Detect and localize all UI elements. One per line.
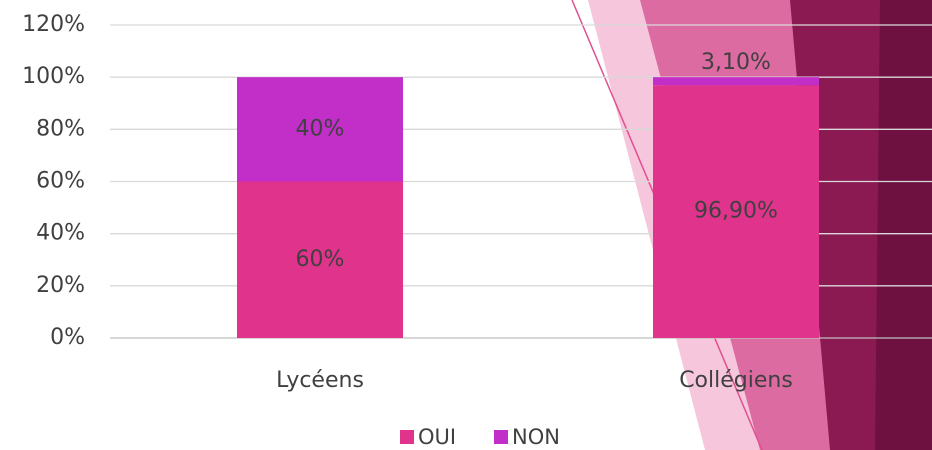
value-label: 96,90% (694, 199, 778, 224)
y-tick-label: 60% (36, 169, 85, 194)
value-label: 40% (296, 116, 345, 141)
chart: 0% 20% 40% 60% 80% 100% 120% Lycéens 60% 40% Collé… (0, 0, 932, 450)
legend-label: NON (512, 425, 560, 449)
y-tick-label: 100% (22, 64, 85, 89)
bar-segment (653, 77, 819, 85)
value-label: 60% (296, 247, 345, 272)
value-label: 3,10% (701, 50, 771, 75)
y-tick-label: 120% (22, 12, 85, 37)
y-tick-label: 80% (36, 116, 85, 141)
y-tick-label: 0% (50, 325, 85, 350)
x-tick-label: Lycéens (276, 368, 364, 393)
y-tick-label: 40% (36, 221, 85, 246)
legend-label: OUI (418, 425, 456, 449)
x-tick-label: Collégiens (679, 368, 793, 393)
legend-swatch (494, 430, 508, 444)
y-tick-label: 20% (36, 273, 85, 298)
legend: OUI NON (400, 425, 560, 449)
legend-swatch (400, 430, 414, 444)
